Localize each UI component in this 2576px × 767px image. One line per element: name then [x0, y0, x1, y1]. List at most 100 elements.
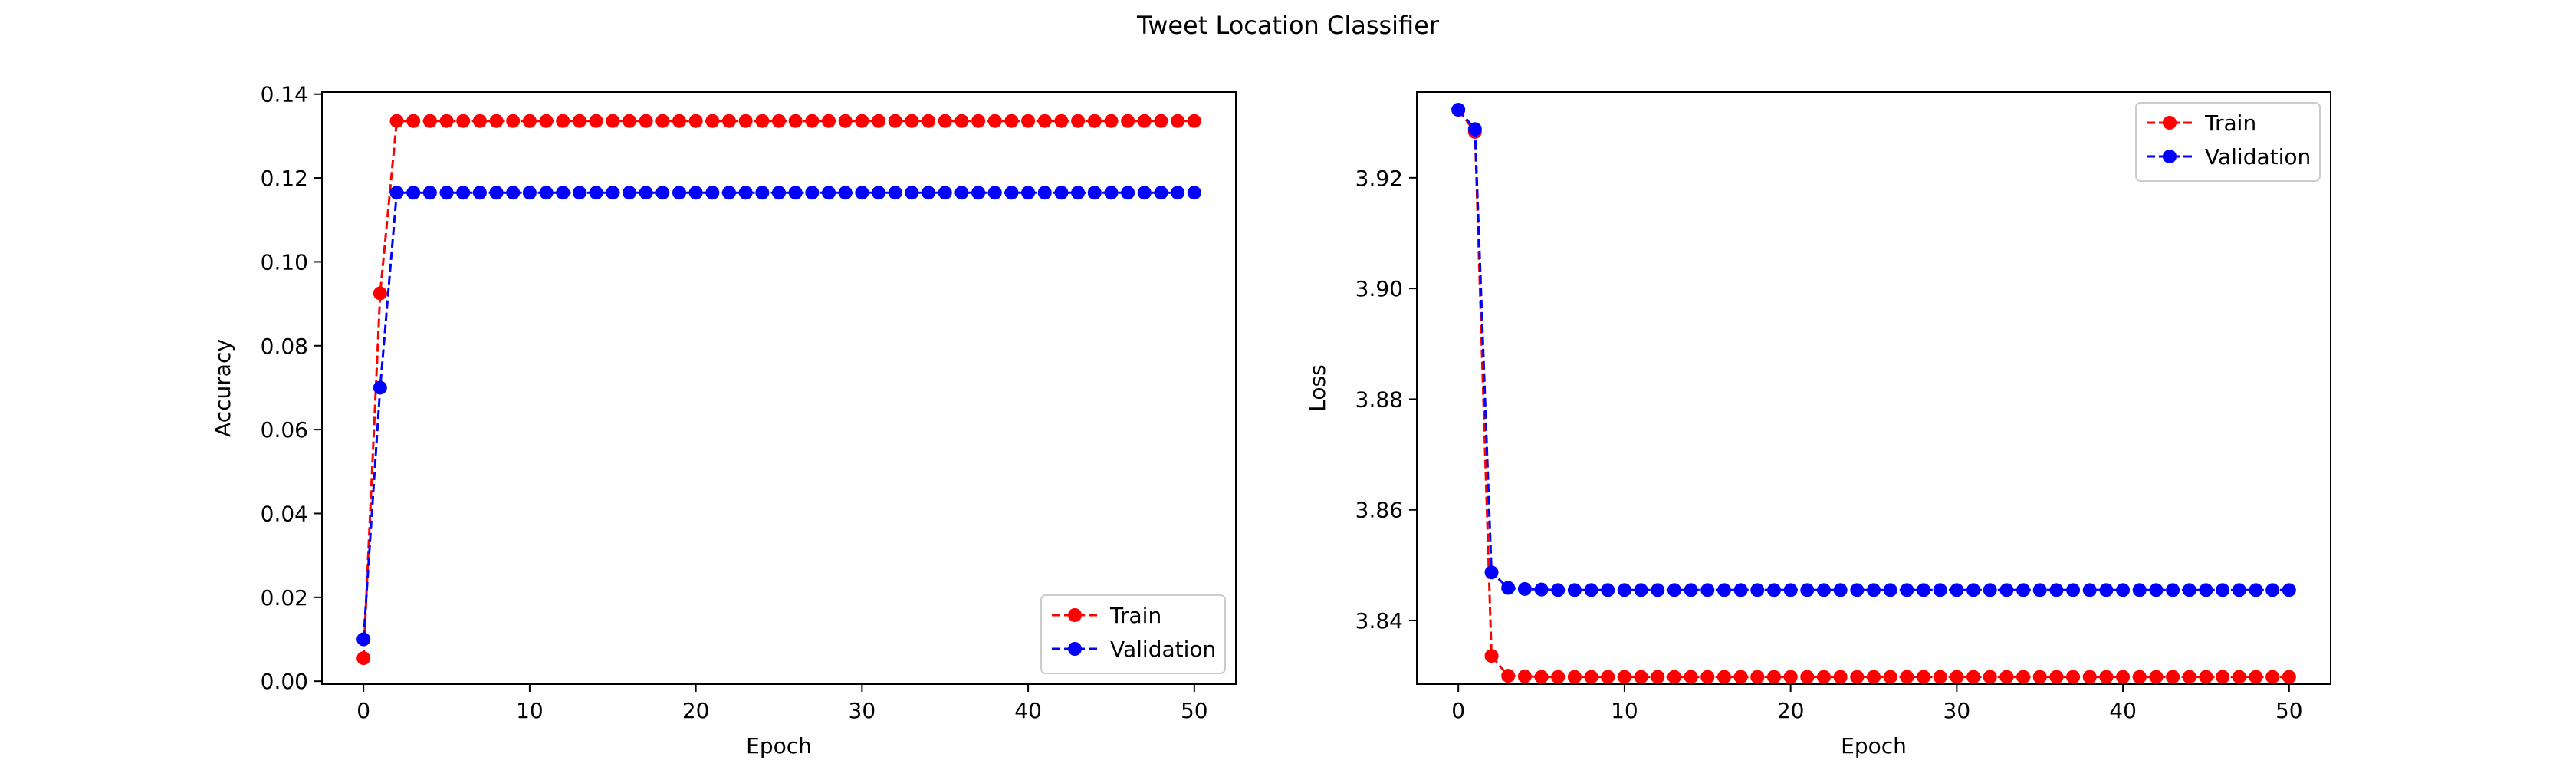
legend-label: Validation [2205, 144, 2311, 170]
y-tick-label: 0.08 [261, 334, 308, 359]
y-tick-label: 0.14 [261, 82, 308, 107]
legend-label: Train [2204, 110, 2256, 136]
data-point [838, 114, 853, 128]
data-point [888, 114, 902, 128]
data-point [1667, 583, 1681, 597]
data-point [522, 186, 537, 200]
legend-box [2135, 102, 2321, 182]
y-tick-label: 0.12 [261, 166, 308, 191]
x-tick-label: 50 [1181, 698, 1208, 723]
data-point [1999, 583, 2014, 597]
data-point [1187, 114, 1201, 128]
y-axis-label: Accuracy [210, 339, 235, 437]
accuracy-subplot: 0 10 20 30 40 50 0.00 0.02 0.04 0.06 0.08 0.10 0.12 0… [210, 82, 1237, 759]
data-point [1037, 186, 1052, 200]
data-point [688, 114, 703, 128]
data-point [971, 114, 986, 128]
data-point [1967, 583, 1981, 597]
data-point [2216, 583, 2230, 597]
data-point [639, 186, 653, 200]
data-point [439, 186, 454, 200]
data-point [1187, 186, 1201, 200]
data-point [2249, 583, 2263, 597]
data-point [1137, 114, 1152, 128]
data-point [1601, 583, 1615, 597]
legend-marker [1068, 642, 1082, 656]
data-point [606, 114, 620, 128]
data-point [489, 114, 504, 128]
y-tick-label: 3.90 [1355, 276, 1403, 301]
y-tick-label: 3.84 [1355, 608, 1403, 634]
data-point [905, 186, 919, 200]
x-axis-label: Epoch [746, 733, 812, 759]
data-point [1021, 114, 1036, 128]
data-point [721, 186, 736, 200]
y-tick-label: 3.86 [1355, 498, 1403, 523]
data-point [1783, 670, 1798, 684]
data-point [1733, 670, 1748, 684]
legend: Train Validation [1040, 594, 1226, 674]
data-point [1766, 670, 1781, 684]
data-point [1121, 114, 1135, 128]
data-point [1933, 670, 1947, 684]
loss-subplot: 0 10 20 30 40 50 3.84 3.86 3.88 3.90 3.92 Epoch Loss… [1305, 91, 2331, 759]
data-point [1071, 186, 1086, 200]
data-point [1750, 670, 1765, 684]
data-point [2132, 583, 2147, 597]
data-point [922, 186, 936, 200]
data-point [1121, 186, 1135, 200]
data-point [2149, 670, 2164, 684]
data-point [1800, 670, 1815, 684]
x-tick-label: 10 [516, 698, 544, 723]
data-point [1900, 670, 1914, 684]
data-point [2066, 583, 2081, 597]
data-point [1867, 670, 1881, 684]
series-train [1451, 103, 2296, 684]
axes-frame [1416, 91, 2331, 685]
data-point [472, 114, 487, 128]
y-tick-label: 0.10 [261, 249, 308, 275]
data-point [1900, 583, 1914, 597]
legend-label: Validation [1110, 637, 1216, 662]
legend-label: Train [1109, 603, 1162, 628]
x-tick-label: 20 [1777, 698, 1805, 723]
data-point [656, 114, 670, 128]
data-point [1933, 583, 1947, 597]
data-point [772, 186, 786, 200]
data-point [2116, 670, 2131, 684]
x-tick-label: 40 [2109, 698, 2137, 723]
data-point [1833, 583, 1848, 597]
data-point [556, 114, 570, 128]
data-point [955, 114, 969, 128]
data-point [1800, 583, 1815, 597]
data-point [356, 651, 371, 666]
data-point [705, 186, 720, 200]
data-point [2082, 670, 2097, 684]
data-point [688, 186, 703, 200]
data-point [855, 114, 869, 128]
data-point [2049, 670, 2064, 684]
data-point [622, 114, 636, 128]
data-point [2132, 670, 2147, 684]
data-point [2266, 670, 2280, 684]
data-point [1651, 670, 1665, 684]
data-point [2016, 670, 2031, 684]
legend-marker [2163, 150, 2177, 163]
data-point [2116, 583, 2131, 597]
legend-marker [1068, 608, 1082, 622]
data-point [2249, 670, 2263, 684]
legend-marker [2163, 116, 2177, 130]
data-point [456, 114, 471, 128]
data-point [1534, 670, 1549, 684]
y-tick-label: 0.02 [261, 585, 308, 611]
data-point [1171, 186, 1185, 200]
data-point [822, 186, 836, 200]
data-point [1983, 670, 1997, 684]
data-point [1584, 583, 1598, 597]
data-point [406, 114, 421, 128]
data-point [1087, 114, 1102, 128]
y-axis-label: Loss [1305, 364, 1330, 411]
data-point [1484, 649, 1499, 663]
data-point [822, 114, 836, 128]
x-axis-label: Epoch [1841, 733, 1907, 759]
